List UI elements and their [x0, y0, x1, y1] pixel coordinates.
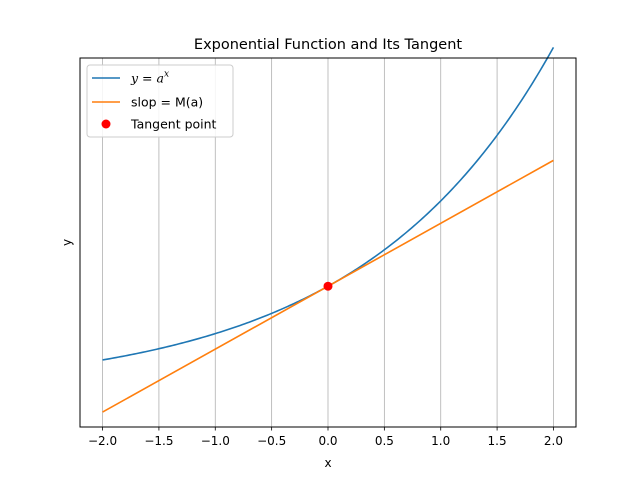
- x-tick-label: 1.0: [431, 434, 450, 448]
- x-tick-label: −0.5: [257, 434, 286, 448]
- x-tick-label: −1.5: [144, 434, 173, 448]
- x-tick-label: −2.0: [88, 434, 117, 448]
- y-axis-label: y: [60, 239, 74, 246]
- legend-box: [86, 64, 234, 138]
- x-tick-label: −1.0: [201, 434, 230, 448]
- legend-label: Tangent point: [130, 117, 217, 132]
- legend-label: slop = M(a): [131, 95, 203, 110]
- x-axis-ticks: −2.0 −1.5 −1.0 −0.5 0.0 0.5 1.0 1.5 2.0: [88, 427, 563, 448]
- legend-label: y = ax: [130, 70, 169, 86]
- x-axis-label: x: [324, 456, 331, 470]
- legend: y = ax slop = M(a) Tangent point: [86, 64, 234, 138]
- series-layer: [102, 46, 555, 413]
- chart-title: Exponential Function and Its Tangent: [194, 37, 463, 53]
- legend-marker-point: [101, 119, 111, 129]
- x-tick-label: 1.5: [488, 434, 507, 448]
- x-tick-label: 0.0: [318, 434, 337, 448]
- x-tick-label: 2.0: [544, 434, 563, 448]
- tangent-point-marker: [323, 281, 333, 291]
- x-tick-label: 0.5: [375, 434, 394, 448]
